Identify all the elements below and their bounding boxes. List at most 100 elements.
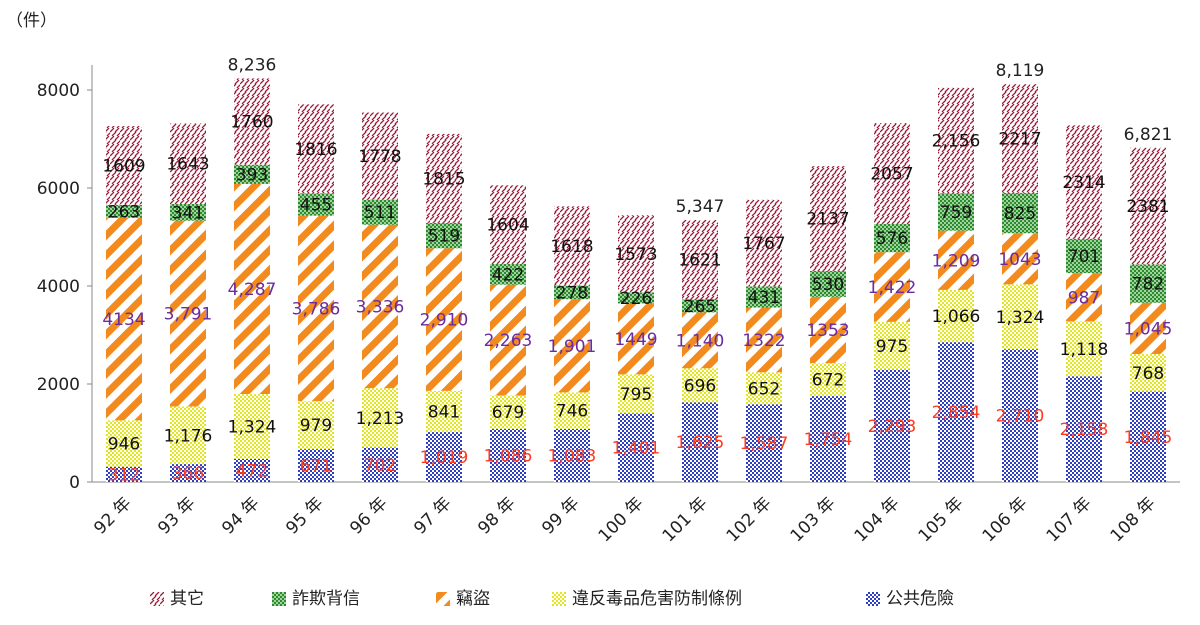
bar-segment-public xyxy=(170,464,206,482)
bar-segment-drug xyxy=(426,390,462,433)
total-label: 5,347 xyxy=(676,197,725,217)
data-label-fraud: 782 xyxy=(1132,275,1164,295)
data-label-public: 1,845 xyxy=(1124,428,1173,448)
bar-segment-theft xyxy=(234,183,270,394)
bar-segment-other xyxy=(234,78,270,165)
x-tick-label: 105 年 xyxy=(915,493,968,546)
legend-swatch-other xyxy=(150,592,164,606)
bar-segment-theft xyxy=(682,312,718,369)
data-label-fraud: 701 xyxy=(1068,247,1100,267)
bar-segment-drug xyxy=(938,289,974,343)
data-label-drug: 652 xyxy=(748,379,780,399)
bar-segment-fraud xyxy=(1130,264,1166,303)
x-tick-label: 107 年 xyxy=(1043,493,1096,546)
data-label-theft: 1,140 xyxy=(676,331,725,351)
x-tick-label: 101 年 xyxy=(659,493,712,546)
legend-label-drug: 違反毒品危害防制條例 xyxy=(572,589,742,609)
bar-segment-fraud xyxy=(298,193,334,216)
legend-swatch-public xyxy=(866,592,880,606)
bar-segment-drug xyxy=(1002,284,1038,350)
bar-segment-public xyxy=(298,449,334,482)
legend-swatch-fraud xyxy=(272,592,286,606)
data-label-theft: 1,209 xyxy=(932,251,981,271)
data-label-public: 702 xyxy=(364,456,396,476)
bar-segment-other xyxy=(298,104,334,194)
bar-segment-drug xyxy=(682,368,718,403)
data-label-public: 312 xyxy=(108,465,140,485)
data-label-drug: 1,324 xyxy=(228,417,277,437)
bar-segment-fraud xyxy=(362,199,398,225)
x-tick-label: 92 年 xyxy=(90,493,135,538)
bar-segment-drug xyxy=(362,388,398,448)
bar-segment-theft xyxy=(618,303,654,375)
data-label-other: 1778 xyxy=(358,147,401,167)
y-tick-label: 8000 xyxy=(37,81,80,101)
data-label-drug: 795 xyxy=(620,385,652,405)
data-label-drug: 979 xyxy=(300,416,332,436)
data-labels: 312 946 4134 263 1609 366 1,176 3,791 341 1643 472… xyxy=(102,55,1172,485)
bar-segment-other xyxy=(874,123,910,224)
data-label-other: 1816 xyxy=(294,140,337,160)
data-label-public: 1,019 xyxy=(420,448,469,468)
bar-segment-fraud xyxy=(490,263,526,285)
x-tick-label: 96 年 xyxy=(346,493,391,538)
bar-segment-fraud xyxy=(234,164,270,184)
legend-label-public: 公共危險 xyxy=(886,589,954,609)
bar-segment-other xyxy=(490,185,526,264)
bar-segment-theft xyxy=(170,220,206,407)
data-label-theft: 1,045 xyxy=(1124,319,1173,339)
data-label-public: 1,625 xyxy=(676,433,725,453)
bars xyxy=(106,78,1166,482)
bar-segment-theft xyxy=(938,230,974,290)
bar-segment-fraud xyxy=(746,286,782,308)
bar-segment-other xyxy=(810,166,846,271)
x-tick-label: 102 年 xyxy=(723,493,776,546)
data-label-fraud: 511 xyxy=(364,203,396,223)
y-tick-label: 2000 xyxy=(37,375,80,395)
bar-segment-theft xyxy=(298,215,334,402)
bar-segment-theft xyxy=(1002,233,1038,285)
data-label-fraud: 530 xyxy=(812,275,844,295)
legend-swatch-theft xyxy=(436,592,450,606)
bar-segment-theft xyxy=(1066,273,1102,322)
data-label-public: 2,710 xyxy=(996,407,1045,427)
y-tick-label: 6000 xyxy=(37,179,80,199)
data-label-other: 1618 xyxy=(550,237,593,257)
data-label-theft: 2,263 xyxy=(484,331,533,351)
bar-segment-other xyxy=(1130,147,1166,265)
data-label-drug: 1,176 xyxy=(164,426,213,446)
x-tick-label: 99 年 xyxy=(538,493,583,538)
data-label-drug: 746 xyxy=(556,402,588,422)
bar-segment-drug xyxy=(1066,321,1102,377)
data-label-public: 1,587 xyxy=(740,434,789,454)
legend-label-theft: 竊盜 xyxy=(456,589,490,609)
data-label-drug: 768 xyxy=(1132,364,1164,384)
bar-segment-drug xyxy=(810,363,846,397)
data-label-theft: 3,791 xyxy=(164,305,213,325)
bar-segment-theft xyxy=(426,248,462,391)
bar-segment-theft xyxy=(874,252,910,322)
bar-segment-theft xyxy=(362,224,398,389)
data-label-theft: 1,422 xyxy=(868,278,917,298)
data-label-public: 1,754 xyxy=(804,430,853,450)
data-label-public: 2,158 xyxy=(1060,420,1109,440)
bar-segment-other xyxy=(426,133,462,223)
data-label-other: 1815 xyxy=(422,169,465,189)
data-label-drug: 1,324 xyxy=(996,308,1045,328)
data-label-theft: 4,287 xyxy=(228,280,277,300)
data-label-other: 1767 xyxy=(742,234,785,254)
bar-segment-theft xyxy=(106,217,142,421)
data-label-drug: 679 xyxy=(492,403,524,423)
data-label-drug: 946 xyxy=(108,435,140,455)
data-label-drug: 1,118 xyxy=(1060,340,1109,360)
bar-segment-drug xyxy=(746,372,782,405)
data-label-theft: 1,901 xyxy=(548,337,597,357)
data-label-fraud: 265 xyxy=(684,297,716,317)
bar-segment-theft xyxy=(1130,302,1166,354)
data-label-other: 1609 xyxy=(102,156,145,176)
bar-segment-drug xyxy=(234,393,270,459)
bar-segment-public xyxy=(1002,349,1038,482)
x-tick-label: 98 年 xyxy=(474,493,519,538)
x-tick-label: 93 年 xyxy=(154,493,199,538)
x-tick-label: 104 年 xyxy=(851,493,904,546)
